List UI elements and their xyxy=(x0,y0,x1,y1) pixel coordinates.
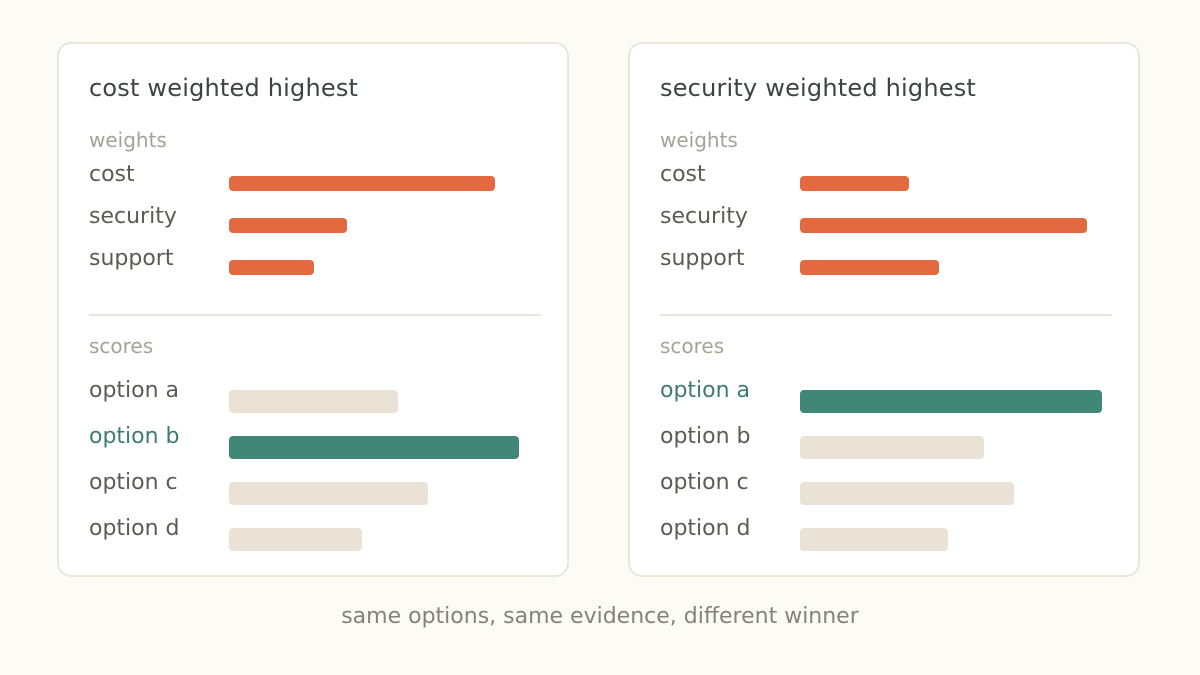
score-label: option a xyxy=(89,378,180,403)
panel-title: cost weighted highest xyxy=(89,74,359,102)
score-label: option c xyxy=(89,470,178,495)
panel-title: security weighted highest xyxy=(660,74,977,102)
score-label: option d xyxy=(89,516,180,541)
weight-label: support xyxy=(660,246,745,271)
score-label: option a xyxy=(660,378,751,403)
scores-section-label: scores xyxy=(660,334,725,358)
score-label: option b xyxy=(660,424,751,449)
weight-bar xyxy=(800,260,939,275)
score-bar xyxy=(800,528,948,551)
caption: same options, same evidence, different w… xyxy=(341,604,859,629)
weight-bar xyxy=(229,176,495,191)
score-label: option b xyxy=(89,424,180,449)
weights-section-label: weights xyxy=(660,128,738,152)
divider xyxy=(89,314,541,316)
scores-section-label: scores xyxy=(89,334,154,358)
score-bar xyxy=(229,482,428,505)
weight-label: security xyxy=(660,204,748,229)
winner-score-bar xyxy=(800,390,1102,413)
weight-label: cost xyxy=(660,162,706,187)
weight-label: support xyxy=(89,246,174,271)
weight-bar xyxy=(800,176,909,191)
score-label: option d xyxy=(660,516,751,541)
score-bar xyxy=(800,436,984,459)
score-label: option c xyxy=(660,470,749,495)
panel-cost-weighted: cost weighted highest weights cost securi… xyxy=(57,42,569,577)
weight-bar xyxy=(229,218,347,233)
weight-label: cost xyxy=(89,162,135,187)
weight-label: security xyxy=(89,204,177,229)
panel-security-weighted: security weighted highest weights cost se… xyxy=(628,42,1140,577)
score-bar xyxy=(800,482,1014,505)
score-bar xyxy=(229,390,398,413)
weights-section-label: weights xyxy=(89,128,167,152)
score-bar xyxy=(229,528,362,551)
divider xyxy=(660,314,1112,316)
weight-bar xyxy=(229,260,314,275)
winner-score-bar xyxy=(229,436,519,459)
weight-bar xyxy=(800,218,1087,233)
